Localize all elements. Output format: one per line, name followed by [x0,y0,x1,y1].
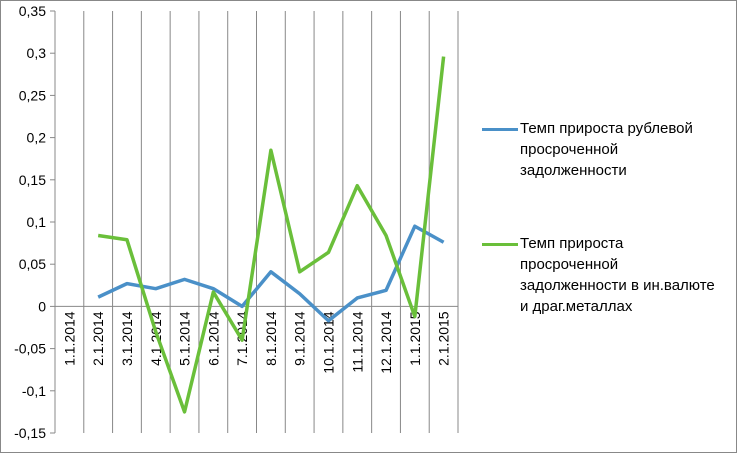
legend-item: Темп прироста просроченной задолженности… [482,233,717,317]
x-tick-label: 12.1.2014 [378,311,394,373]
y-tick-label: 0,2 [27,130,47,146]
x-tick-label: 10.1.2014 [320,311,336,373]
x-tick-label: 2.1.2014 [90,311,106,366]
y-tick-label: 0,1 [27,214,47,230]
x-tick-label: 6.1.2014 [205,311,221,366]
y-tick-label: 0,35 [19,3,46,19]
legend-item: Темп прироста рублевой просроченной задо… [482,118,717,181]
y-tick-label: 0,15 [19,172,46,188]
x-tick-label: 4.1.2014 [148,311,164,366]
legend-label: Темп прироста рублевой просроченной задо… [520,120,693,179]
x-tick-label: 8.1.2014 [263,311,279,366]
legend-swatch [482,128,518,131]
x-tick-label: 1.1.2015 [407,311,423,366]
x-tick-label: 1.1.2014 [61,311,77,366]
series-line [97,224,445,323]
legend-label: Темп прироста просроченной задолженности… [520,235,715,315]
x-tick-label: 3.1.2014 [119,311,135,366]
y-tick-label: 0,3 [27,45,47,61]
x-tick-label: 5.1.2014 [177,311,193,366]
y-tick-label: -0,1 [22,383,46,399]
y-tick-label: 0 [38,298,46,314]
y-tick-label: -0,05 [14,341,46,357]
series-line [97,56,446,414]
y-tick-label: -0,15 [14,425,46,441]
x-tick-label: 9.1.2014 [292,311,308,366]
y-tick-label: 0,05 [19,256,46,272]
y-tick-label: 0,25 [19,87,46,103]
x-tick-label: 11.1.2014 [349,311,365,372]
legend-swatch [482,243,518,246]
x-tick-label: 2.1.2015 [436,311,452,366]
